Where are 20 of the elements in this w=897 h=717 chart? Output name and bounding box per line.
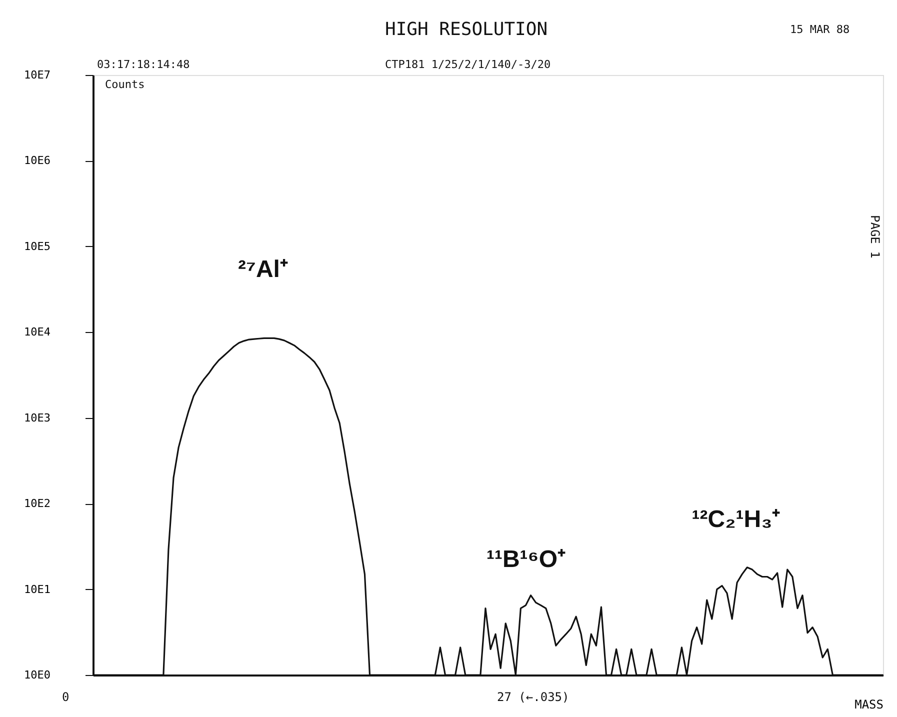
annotation: ¹¹B¹⁶O⁺: [486, 546, 566, 573]
text: CTP181 1/25/2/1/140/-3/20: [385, 58, 551, 71]
text: 15 MAR 88: [790, 23, 850, 36]
y-tick-label: 10E1: [24, 582, 50, 596]
annotation: PAGE 1: [868, 215, 882, 258]
y-tick-label: 10E4: [24, 326, 51, 339]
text: 03:17:18:14:48: [97, 58, 190, 71]
text: 27 (←.035): [497, 690, 570, 704]
chart-title: HIGH RESOLUTION: [385, 19, 548, 40]
y-tick-label: 10E3: [24, 411, 50, 424]
y-tick-label: 10E7: [24, 68, 50, 82]
y-tick-label: 10E6: [24, 154, 50, 168]
x-axis-title: MASS: [854, 698, 884, 712]
text: 0: [62, 690, 70, 704]
y-tick-label: 10E2: [24, 497, 50, 510]
y-tick-label: 10E5: [24, 240, 50, 253]
annotation: ²⁷Al⁺: [238, 256, 288, 283]
annotation: ¹²C₂¹H₃⁺: [692, 506, 780, 533]
y-axis-title: Counts: [105, 78, 145, 91]
y-tick-label: 10E0: [24, 668, 50, 682]
